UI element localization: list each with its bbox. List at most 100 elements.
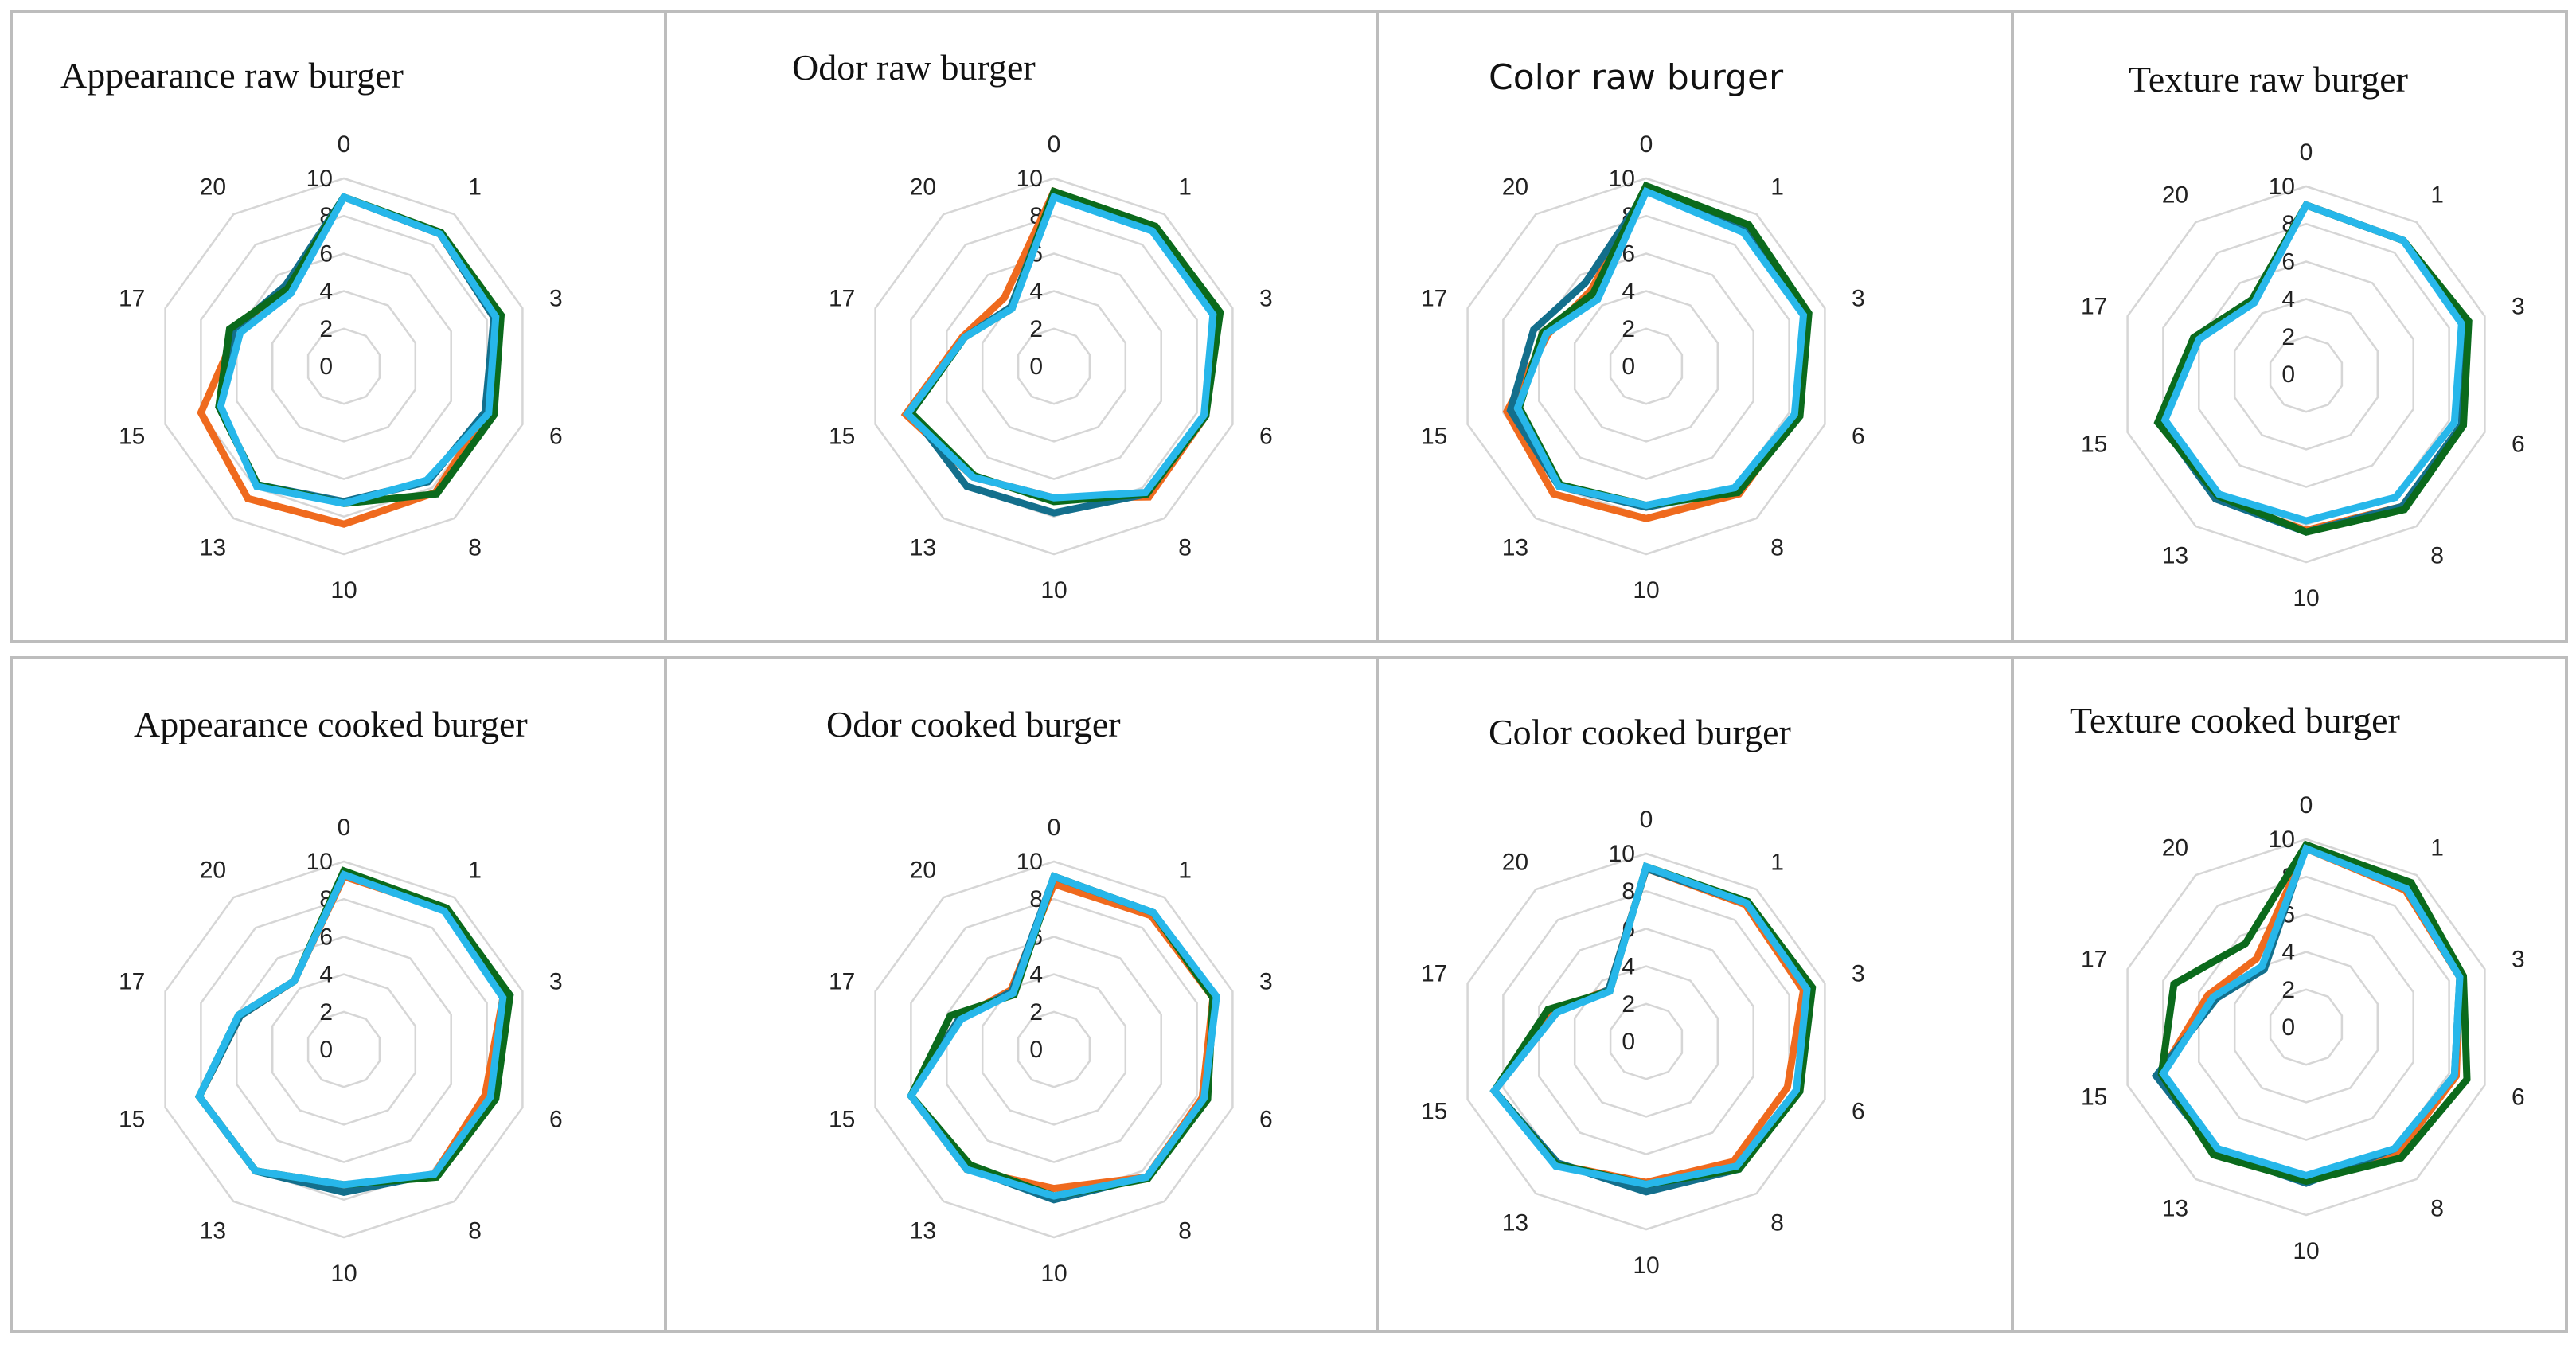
radial-tick-label: 2: [1622, 316, 1635, 342]
panel-border: [2011, 10, 2568, 643]
grid-ring: [946, 252, 1162, 480]
series-line-green: [2153, 201, 2473, 536]
category-label: 15: [1421, 424, 1447, 450]
category-label: 13: [1502, 535, 1528, 561]
grid-ring: [236, 936, 452, 1163]
category-label: 15: [2081, 1084, 2107, 1111]
series-line-cyan: [1513, 186, 1808, 510]
grid-ring: [981, 290, 1127, 443]
category-label: 8: [1178, 1218, 1192, 1244]
grid-ring: [1466, 177, 1826, 556]
panel-border: [1376, 10, 2014, 643]
category-label: 17: [119, 286, 145, 312]
category-label: 3: [1259, 969, 1273, 995]
category-label: 20: [2162, 182, 2188, 209]
radial-tick-label: 0: [319, 354, 333, 380]
grid-ring: [2233, 298, 2379, 451]
category-label: 0: [1640, 131, 1653, 158]
category-label: 3: [1259, 286, 1273, 312]
category-label: 3: [2512, 294, 2525, 320]
chart-title: Color raw burger: [1489, 57, 1784, 98]
grid-ring: [200, 214, 488, 518]
radial-tick-label: 10: [306, 166, 333, 192]
radial-tick-label: 2: [319, 999, 333, 1026]
panel-border: [10, 656, 667, 1333]
grid-ring: [2198, 260, 2414, 488]
radar-panel: Appearance cooked burger0246810013681013…: [10, 656, 667, 1333]
panel-border: [664, 10, 1379, 643]
category-label: 8: [2430, 1196, 2444, 1222]
category-label: 1: [468, 174, 482, 201]
chart-title: Color cooked burger: [1489, 712, 1791, 752]
grid-ring: [1573, 965, 1719, 1118]
category-label: 15: [119, 424, 145, 450]
grid-ring: [1609, 327, 1684, 405]
radial-tick-label: 4: [1622, 279, 1635, 305]
chart-title: Appearance raw burger: [60, 55, 404, 96]
radial-tick-label: 2: [1029, 316, 1043, 342]
grid-ring: [2269, 988, 2344, 1066]
category-label: 3: [1852, 286, 1865, 312]
chart-title: Odor raw burger: [792, 47, 1036, 88]
grid-ring: [271, 973, 417, 1126]
radial-tick-label: 6: [319, 240, 333, 267]
category-label: 13: [200, 535, 226, 561]
category-label: 6: [549, 424, 563, 450]
category-label: 15: [2081, 432, 2107, 458]
category-label: 0: [338, 815, 351, 841]
grid-ring: [271, 290, 417, 443]
category-label: 6: [1259, 424, 1273, 450]
grid-ring: [946, 936, 1162, 1163]
radial-tick-label: 0: [319, 1037, 333, 1063]
grid-ring: [1017, 327, 1091, 405]
panels-layer: Appearance raw burger0246810013681013151…: [10, 10, 2568, 1333]
category-label: 15: [1421, 1099, 1447, 1125]
category-label: 0: [338, 131, 351, 158]
category-label: 3: [549, 286, 563, 312]
category-label: 3: [2512, 947, 2525, 973]
category-label: 6: [1259, 1107, 1273, 1133]
grid-ring: [2198, 913, 2414, 1141]
panel-border: [2011, 656, 2568, 1333]
grid-ring: [910, 214, 1198, 518]
category-label: 13: [910, 535, 936, 561]
series-line-cyan: [1489, 862, 1811, 1188]
category-label: 17: [2081, 947, 2107, 973]
category-label: 13: [200, 1218, 226, 1244]
grid-ring: [874, 860, 1234, 1239]
category-label: 15: [829, 1107, 855, 1133]
grid-ring: [2269, 335, 2344, 413]
category-label: 20: [200, 174, 226, 201]
category-label: 13: [1502, 1210, 1528, 1237]
category-label: 17: [119, 969, 145, 995]
panel-border: [1376, 656, 2014, 1333]
radial-tick-label: 8: [1622, 878, 1635, 905]
radar-panel: Appearance raw burger0246810013681013151…: [10, 10, 667, 643]
category-label: 20: [2162, 835, 2188, 862]
category-label: 1: [1178, 174, 1192, 201]
radial-tick-label: 10: [1017, 849, 1043, 875]
category-label: 10: [330, 577, 357, 604]
category-label: 10: [1633, 577, 1659, 604]
series-line-cyan: [2158, 843, 2464, 1180]
grid-ring: [2126, 838, 2486, 1217]
category-label: 10: [2293, 585, 2319, 611]
radial-tick-label: 4: [1622, 954, 1635, 980]
radial-tick-label: 6: [1622, 240, 1635, 267]
series-line-cyan: [217, 192, 500, 507]
radial-tick-label: 10: [1609, 841, 1635, 867]
category-label: 20: [200, 858, 226, 884]
category-label: 17: [829, 969, 855, 995]
category-label: 1: [2430, 835, 2444, 862]
category-label: 13: [2162, 543, 2188, 569]
radar-panel: Texture cooked burger0246810013681013151…: [2011, 656, 2568, 1333]
chart-title: Texture raw burger: [2129, 59, 2408, 100]
radial-tick-label: 0: [2281, 1014, 2295, 1041]
radial-tick-label: 10: [2269, 174, 2295, 200]
category-label: 17: [829, 286, 855, 312]
category-label: 6: [1852, 424, 1865, 450]
category-label: 8: [1770, 1210, 1784, 1237]
grid-ring: [1573, 290, 1719, 443]
category-label: 10: [1040, 577, 1067, 604]
